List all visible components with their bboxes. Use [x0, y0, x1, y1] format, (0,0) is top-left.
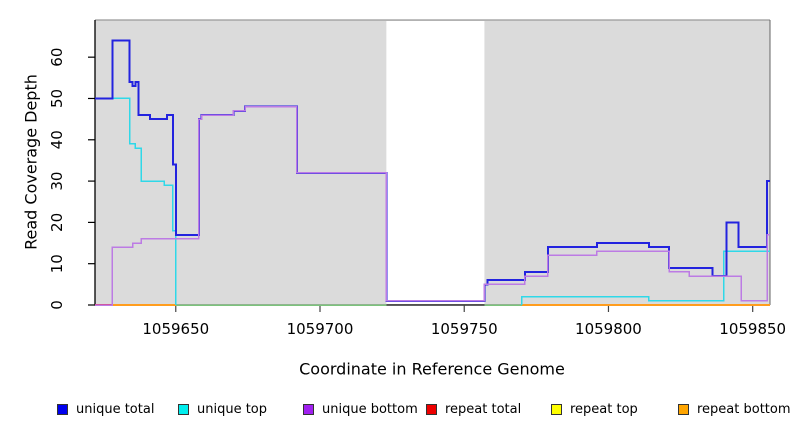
masked-region	[386, 21, 485, 304]
y-tick-label: 10	[48, 254, 66, 273]
x-tick-label: 1059700	[287, 320, 354, 338]
y-tick-label: 40	[48, 130, 66, 149]
y-tick-label: 20	[48, 213, 66, 232]
y-axis-title: Read Coverage Depth	[21, 74, 41, 250]
y-tick-label: 50	[48, 89, 66, 108]
y-tick-label: 30	[48, 172, 66, 191]
x-tick-label: 1059800	[575, 320, 642, 338]
series-line-unique-bottom	[95, 105, 770, 306]
x-axis-title: Coordinate in Reference Genome	[299, 359, 565, 379]
y-tick-label: 60	[48, 48, 66, 67]
x-tick-label: 1059650	[142, 320, 209, 338]
x-tick-label: 1059750	[431, 320, 498, 338]
x-tick-label: 1059850	[719, 320, 786, 338]
series-line-unique-top	[95, 97, 177, 305]
y-tick-label: 0	[48, 300, 66, 310]
series-line-unique-top	[521, 250, 770, 305]
